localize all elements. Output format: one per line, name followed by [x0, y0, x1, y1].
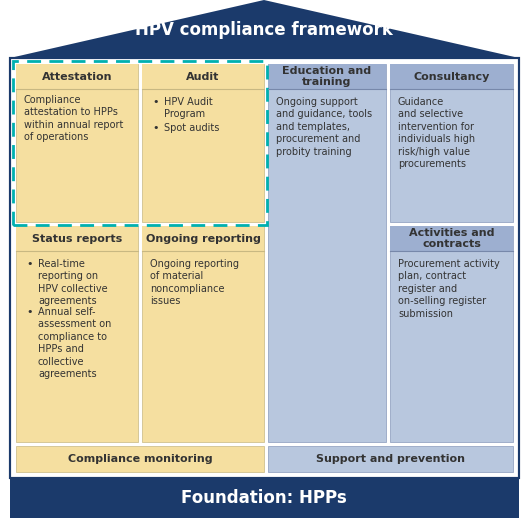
Bar	[142, 226, 264, 442]
Text: HPV Audit
Program: HPV Audit Program	[164, 97, 213, 120]
Text: •: •	[27, 307, 33, 317]
Text: Ongoing reporting: Ongoing reporting	[145, 234, 260, 243]
Bar	[268, 64, 386, 89]
Text: •: •	[153, 123, 159, 133]
Bar	[142, 64, 264, 222]
Text: Ongoing reporting
of material
noncompliance
issues: Ongoing reporting of material noncomplia…	[150, 259, 239, 306]
Bar	[390, 226, 513, 251]
Text: Annual self-
assessment on
compliance to
HPPs and
collective
agreements: Annual self- assessment on compliance to…	[38, 307, 112, 379]
Bar	[390, 64, 513, 222]
Text: Spot audits: Spot audits	[164, 123, 220, 133]
Bar	[10, 478, 519, 518]
Bar	[16, 64, 138, 222]
Bar	[268, 64, 386, 442]
Text: Compliance monitoring: Compliance monitoring	[68, 454, 212, 464]
Text: Education and
training: Education and training	[282, 66, 371, 88]
Text: •: •	[153, 97, 159, 107]
Text: Support and prevention: Support and prevention	[316, 454, 465, 464]
Bar	[390, 226, 513, 442]
Text: Procurement activity
plan, contract
register and
on-selling register
submission: Procurement activity plan, contract regi…	[398, 259, 500, 319]
Bar	[142, 226, 264, 251]
Text: Consultancy: Consultancy	[413, 71, 490, 81]
Text: Audit: Audit	[186, 71, 220, 81]
Text: Status reports: Status reports	[32, 234, 122, 243]
Bar	[16, 226, 138, 442]
Bar	[16, 446, 264, 472]
Bar	[16, 64, 138, 89]
Bar	[10, 58, 519, 478]
Text: Real-time
reporting on
HPV collective
agreements: Real-time reporting on HPV collective ag…	[38, 259, 107, 306]
Bar	[142, 64, 264, 89]
Bar	[390, 64, 513, 89]
Bar	[268, 446, 513, 472]
Bar	[16, 226, 138, 251]
Text: •: •	[27, 259, 33, 269]
Text: Attestation: Attestation	[42, 71, 112, 81]
Bar	[10, 58, 519, 478]
Text: Foundation: HPPs: Foundation: HPPs	[181, 489, 347, 507]
Text: Ongoing support
and guidance, tools
and templates,
procurement and
probity train: Ongoing support and guidance, tools and …	[276, 97, 372, 156]
Text: HPV compliance framework: HPV compliance framework	[135, 21, 393, 39]
Polygon shape	[10, 0, 519, 58]
Text: Compliance
attestation to HPPs
within annual report
of operations: Compliance attestation to HPPs within an…	[24, 95, 123, 142]
Text: Guidance
and selective
intervention for
individuals high
risk/high value
procure: Guidance and selective intervention for …	[398, 97, 475, 169]
Text: Activities and
contracts: Activities and contracts	[409, 228, 494, 249]
